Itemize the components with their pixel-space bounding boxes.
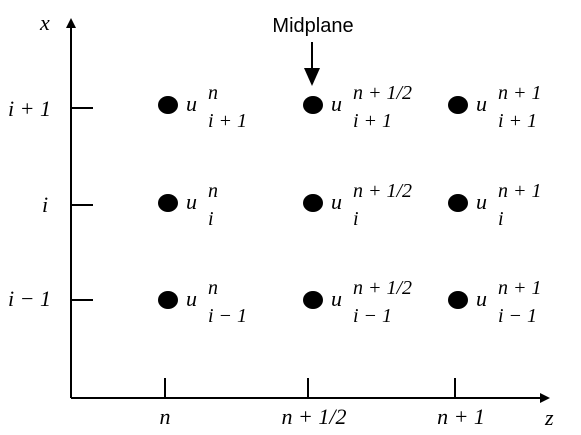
grid-node-dot [303, 194, 323, 212]
z-tick-label: n + 1/2 [282, 404, 347, 429]
node-subscript: i [353, 208, 359, 230]
grid-node-dot [158, 194, 178, 212]
grid-node-dot [303, 96, 323, 114]
node-superscript: n + 1 [498, 82, 542, 104]
z-axis-label: z [544, 405, 554, 430]
node-superscript: n [208, 277, 218, 299]
node-subscript: i + 1 [353, 110, 392, 132]
node-symbol-u: u [476, 189, 487, 214]
grid-node-dot [448, 194, 468, 212]
midplane-label: Midplane [272, 15, 353, 37]
node-subscript: i − 1 [208, 305, 247, 327]
grid-node-dot [158, 291, 178, 309]
node-subscript: i + 1 [208, 110, 247, 132]
node-superscript: n + 1 [498, 180, 542, 202]
x-tick-label: i − 1 [8, 286, 51, 311]
node-symbol-u: u [186, 286, 197, 311]
node-superscript: n [208, 180, 218, 202]
node-superscript: n + 1/2 [353, 277, 412, 299]
node-symbol-u: u [476, 91, 487, 116]
node-superscript: n [208, 82, 218, 104]
grid-nodes: u ni + 1u n + 1/2i + 1u n + 1i + 1u niu n + 1… [158, 82, 542, 327]
node-symbol-u: u [331, 189, 342, 214]
grid-node-dot [448, 291, 468, 309]
grid-node-dot [448, 96, 468, 114]
x-tick-label: i + 1 [8, 96, 51, 121]
node-symbol-u: u [186, 91, 197, 116]
node-subscript: i + 1 [498, 110, 537, 132]
x-tick-label: i [42, 192, 48, 217]
node-superscript: n + 1/2 [353, 180, 412, 202]
node-subscript: i − 1 [353, 305, 392, 327]
x-axis-label: x [39, 10, 50, 35]
node-symbol-u: u [331, 91, 342, 116]
node-symbol-u: u [331, 286, 342, 311]
node-symbol-u: u [476, 286, 487, 311]
z-tick-label: n [160, 404, 171, 429]
grid-node-dot [158, 96, 178, 114]
node-subscript: i [498, 208, 504, 230]
node-symbol-u: u [186, 189, 197, 214]
node-superscript: n + 1 [498, 277, 542, 299]
node-subscript: i [208, 208, 214, 230]
grid-node-dot [303, 291, 323, 309]
midplane-arrowhead [304, 68, 320, 86]
z-tick-label: n + 1 [437, 404, 485, 429]
node-superscript: n + 1/2 [353, 82, 412, 104]
node-subscript: i − 1 [498, 305, 537, 327]
